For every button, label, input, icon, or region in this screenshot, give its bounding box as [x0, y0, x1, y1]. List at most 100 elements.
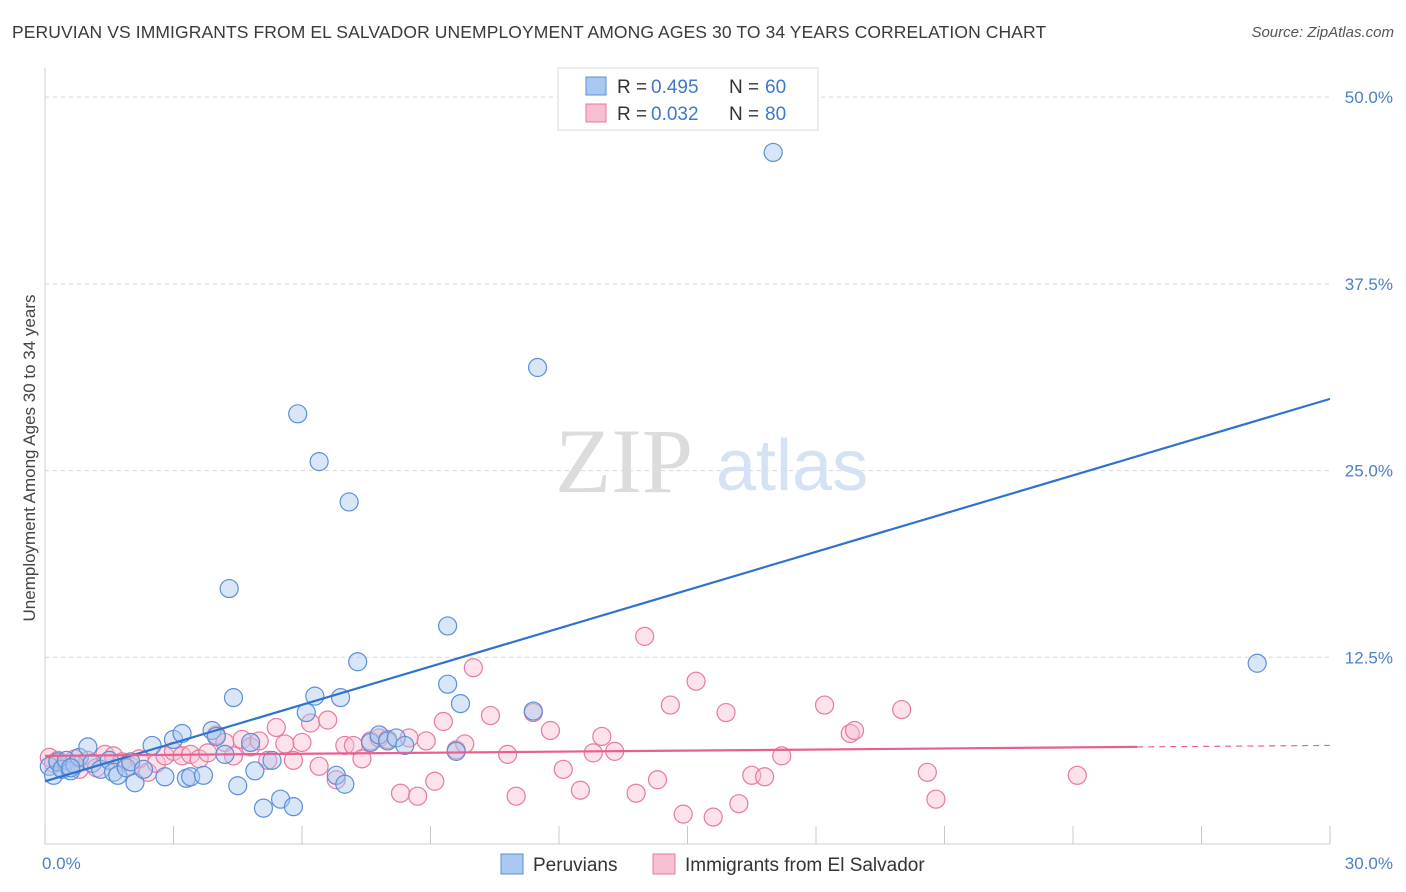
legend-n-value-2: 80: [765, 104, 786, 125]
correlation-legend: R = 0.495 N = 60 R = 0.032 N = 80: [557, 67, 819, 131]
data-point-immigrants: [660, 695, 680, 715]
y-tick-label: 37.5%: [1345, 275, 1393, 294]
data-point-peruvians: [438, 674, 458, 694]
y-axis-label: Unemployment Among Ages 30 to 34 years: [20, 295, 39, 622]
data-point-immigrants: [703, 807, 723, 827]
data-point-immigrants: [716, 702, 736, 723]
bottom-legend-swatch-peruvians: [500, 853, 524, 875]
data-point-peruvians: [527, 357, 548, 378]
data-point-immigrants: [673, 804, 693, 824]
data-point-immigrants: [506, 786, 526, 806]
legend-n-value-1: 60: [765, 77, 786, 98]
legend-r-label-2: R =: [617, 104, 647, 125]
data-point-immigrants: [292, 732, 312, 753]
data-point-immigrants: [1067, 765, 1087, 785]
data-point-peruvians: [193, 765, 214, 785]
data-point-peruvians: [223, 688, 244, 708]
data-point-immigrants: [583, 743, 603, 763]
data-point-immigrants: [635, 626, 655, 646]
legend-n-label-1: N =: [729, 77, 759, 98]
data-point-immigrants: [553, 759, 573, 779]
data-point-immigrants: [463, 658, 483, 678]
data-point-peruvians: [172, 723, 192, 744]
data-point-peruvians: [348, 652, 368, 672]
data-point-immigrants: [917, 762, 937, 782]
data-point-peruvians: [288, 404, 308, 424]
y-tick-label: 25.0%: [1345, 462, 1393, 481]
trend-line-peruvians: [44, 397, 1331, 783]
data-point-peruvians: [523, 701, 543, 721]
data-point-immigrants: [283, 750, 304, 770]
data-point-immigrants: [408, 786, 428, 806]
data-point-peruvians: [228, 776, 248, 796]
data-point-peruvians: [219, 578, 239, 599]
bottom-legend-swatch-immigrants: [652, 853, 676, 875]
data-point-immigrants: [772, 746, 792, 766]
data-point-immigrants: [275, 734, 295, 754]
data-point-peruvians: [335, 774, 355, 794]
data-point-immigrants: [198, 743, 218, 763]
legend-n-label-2: N =: [729, 104, 759, 125]
data-point-peruvians: [339, 492, 359, 512]
data-point-peruvians: [241, 732, 261, 753]
data-point-immigrants: [480, 705, 501, 726]
data-point-immigrants: [570, 780, 591, 800]
watermark-atlas: atlas: [716, 426, 868, 506]
data-point-immigrants: [844, 720, 865, 741]
series-legend: Peruvians Immigrants from El Salvador: [500, 853, 925, 876]
data-point-immigrants: [433, 711, 453, 732]
chart-title: PERUVIAN VS IMMIGRANTS FROM EL SALVADOR …: [12, 22, 1047, 42]
grid-lines: [45, 96, 1330, 658]
data-point-immigrants: [592, 726, 612, 747]
data-point-immigrants: [309, 756, 329, 776]
data-point-peruvians: [245, 761, 265, 781]
data-point-peruvians: [253, 798, 274, 818]
y-tick-label: 50.0%: [1345, 88, 1393, 107]
data-point-immigrants: [686, 671, 706, 691]
data-point-immigrants: [626, 783, 646, 803]
data-point-peruvians: [283, 797, 304, 817]
legend-swatch-immigrants: [585, 103, 607, 123]
y-tick-label: 12.5%: [1345, 648, 1393, 667]
x-tick-label: 0.0%: [42, 854, 81, 873]
data-point-immigrants: [266, 717, 286, 738]
data-point-peruvians: [450, 693, 471, 714]
data-point-peruvians: [395, 735, 415, 756]
data-point-peruvians: [262, 750, 282, 770]
data-point-peruvians: [1247, 653, 1267, 673]
data-point-peruvians: [763, 142, 783, 163]
data-point-immigrants: [326, 770, 346, 790]
data-point-peruvians: [133, 759, 154, 779]
trend-line-immigrants: [44, 745, 1138, 757]
tick-labels: 12.5% 25.0% 37.5% 50.0% 0.0% 30.0%: [42, 88, 1393, 873]
data-point-immigrants: [318, 710, 338, 730]
data-point-immigrants: [540, 720, 561, 741]
data-point-immigrants: [647, 770, 668, 790]
legend-swatch-peruvians: [585, 76, 607, 96]
trend-lines: [44, 397, 1331, 783]
data-point-immigrants: [258, 750, 278, 770]
data-point-peruvians: [155, 767, 175, 787]
data-point-peruvians: [438, 616, 458, 636]
data-point-immigrants: [814, 695, 835, 715]
data-point-peruvians: [78, 737, 98, 757]
data-point-immigrants: [892, 699, 912, 720]
watermark-zip: ZIP: [555, 410, 693, 512]
legend-r-value-2: 0.032: [651, 104, 699, 125]
data-point-immigrants: [754, 767, 775, 787]
trend-line-immigrants-extension: [1137, 744, 1331, 748]
bottom-legend-peruvians: Peruvians: [533, 855, 618, 876]
source-label: Source: ZipAtlas.com: [1251, 24, 1394, 41]
data-point-immigrants: [390, 783, 411, 803]
data-point-immigrants: [425, 771, 445, 791]
data-point-immigrants: [498, 744, 518, 764]
watermark: ZIP atlas: [555, 410, 868, 512]
data-point-peruvians: [309, 452, 329, 472]
data-point-immigrants: [926, 789, 946, 809]
x-tick-label: 30.0%: [1345, 854, 1393, 873]
legend-r-label-1: R =: [617, 77, 647, 98]
data-point-immigrants: [416, 731, 436, 751]
axes: [44, 68, 1331, 845]
bottom-legend-immigrants: Immigrants from El Salvador: [685, 855, 925, 876]
